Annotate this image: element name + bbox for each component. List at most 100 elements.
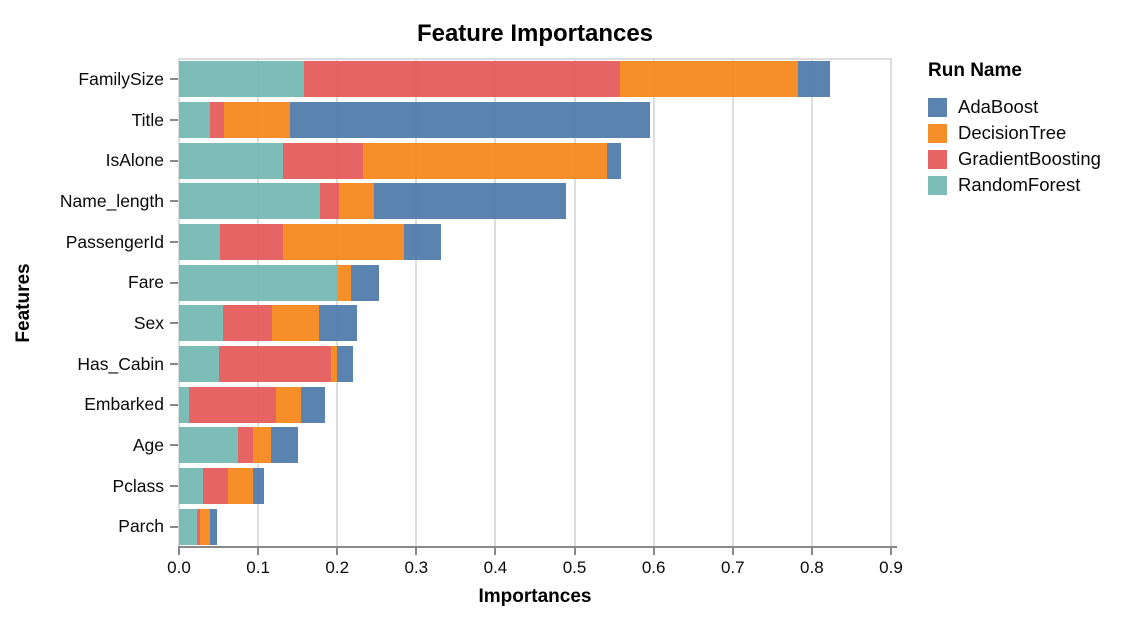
bar-segment-RandomForest [179, 386, 190, 423]
bar-segment-AdaBoost [798, 61, 831, 98]
x-tick-label: 0.2 [325, 558, 350, 577]
bar-segment-AdaBoost [373, 183, 566, 220]
bar-row [179, 61, 831, 98]
bar-segment-GradientBoosting [202, 468, 229, 504]
y-tick [170, 200, 178, 203]
x-axis-domain-line [178, 546, 897, 548]
bar-segment-RandomForest [179, 305, 223, 342]
gridline [810, 60, 813, 546]
bar-segment-GradientBoosting [209, 102, 225, 138]
x-tick [810, 548, 813, 555]
x-tick-label: 0.4 [483, 558, 508, 577]
legend-swatch-DecisionTree [928, 123, 947, 143]
plot-frame-top [178, 58, 892, 60]
legend-entry: RandomForest [928, 172, 1101, 198]
y-tick [170, 403, 178, 406]
gridline [652, 60, 655, 546]
legend-entries: AdaBoost DecisionTree GradientBoosting Rand… [928, 94, 1101, 198]
x-tick-label: 0.9 [879, 558, 903, 577]
bar-segment-GradientBoosting [319, 183, 339, 220]
gridline [494, 60, 497, 546]
y-tick [170, 444, 178, 447]
y-axis-category-label: Title [131, 109, 164, 130]
plot-frame-left [178, 58, 180, 548]
bar-segment-GradientBoosting [222, 305, 273, 342]
y-axis-category-label: Pclass [112, 475, 164, 496]
bar-segment-RandomForest [179, 508, 198, 545]
bar-row [179, 468, 265, 504]
y-tick [170, 241, 178, 243]
bar-segment-AdaBoost [209, 508, 217, 545]
gridline [415, 60, 418, 546]
bar-segment-DecisionTree [199, 508, 210, 545]
x-tick-label: 0.0 [167, 558, 191, 577]
x-axis-title: Importances [478, 586, 592, 607]
y-axis-category-label: Name_length [59, 190, 164, 211]
bar-segment-DecisionTree [283, 224, 405, 260]
x-tick [178, 548, 180, 555]
x-tick [890, 548, 892, 555]
bar-row [179, 508, 217, 545]
legend-swatch-AdaBoost [928, 97, 947, 117]
bar-row [179, 224, 441, 260]
bar-segment-GradientBoosting [303, 61, 620, 98]
bar-segment-AdaBoost [252, 468, 265, 504]
bar-row [179, 183, 566, 220]
gridline [731, 60, 734, 546]
x-tick [336, 548, 339, 555]
gridline [336, 60, 339, 546]
gridline [573, 60, 576, 546]
bar-segment-DecisionTree [275, 386, 301, 423]
bar-segment-RandomForest [179, 468, 203, 504]
y-tick [170, 281, 178, 284]
bar-segment-DecisionTree [252, 427, 271, 464]
bar-segment-AdaBoost [404, 224, 441, 260]
y-tick [170, 78, 178, 81]
bar-row [179, 142, 622, 179]
y-tick [170, 159, 178, 162]
x-tick [415, 548, 418, 555]
gridline [257, 60, 260, 546]
legend: Run Name AdaBoost DecisionTree GradientBoo… [928, 60, 1101, 198]
bar-row [179, 346, 354, 382]
bar-row [179, 427, 299, 464]
bar-segment-RandomForest [179, 427, 238, 464]
bar-segment-AdaBoost [270, 427, 299, 464]
y-tick [170, 322, 178, 325]
bar-segment-AdaBoost [337, 346, 354, 382]
x-tick-label: 0.5 [562, 558, 587, 577]
x-tick-label: 0.3 [404, 558, 429, 577]
x-tick-label: 0.6 [641, 558, 666, 577]
y-axis-category-label: Age [132, 434, 164, 455]
bar-row [179, 386, 326, 423]
y-tick [170, 363, 178, 365]
y-tick [170, 485, 178, 487]
x-tick-label: 0.8 [800, 558, 824, 577]
y-axis-category-label: Embarked [84, 394, 164, 415]
bar-row [179, 305, 357, 342]
y-tick [170, 525, 178, 528]
y-axis-category-label: Fare [128, 272, 164, 293]
bar-segment-GradientBoosting [220, 224, 284, 260]
bar-row [179, 264, 380, 301]
bar-segment-RandomForest [179, 102, 210, 138]
legend-entry: DecisionTree [928, 120, 1101, 146]
legend-entry: AdaBoost [928, 94, 1101, 120]
legend-swatch-RandomForest [928, 175, 947, 195]
bar-row [179, 102, 651, 138]
bar-segment-DecisionTree [224, 102, 290, 138]
bar-segment-DecisionTree [363, 142, 607, 179]
x-tick [731, 548, 734, 555]
bar-segment-DecisionTree [272, 305, 319, 342]
bar-segment-DecisionTree [338, 264, 352, 301]
legend-entry-label: DecisionTree [958, 122, 1067, 143]
bar-segment-DecisionTree [228, 468, 253, 504]
y-tick [170, 119, 178, 121]
y-axis-category-label: IsAlone [105, 150, 164, 171]
y-axis-category-label: Sex [133, 312, 164, 333]
legend-swatch-GradientBoosting [928, 149, 947, 169]
bar-segment-DecisionTree [330, 346, 338, 382]
bar-segment-GradientBoosting [237, 427, 253, 464]
x-tick [573, 548, 576, 555]
